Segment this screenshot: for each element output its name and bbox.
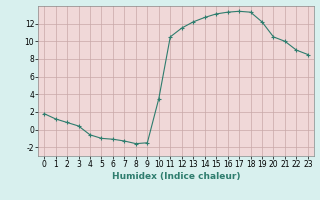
X-axis label: Humidex (Indice chaleur): Humidex (Indice chaleur) bbox=[112, 172, 240, 181]
